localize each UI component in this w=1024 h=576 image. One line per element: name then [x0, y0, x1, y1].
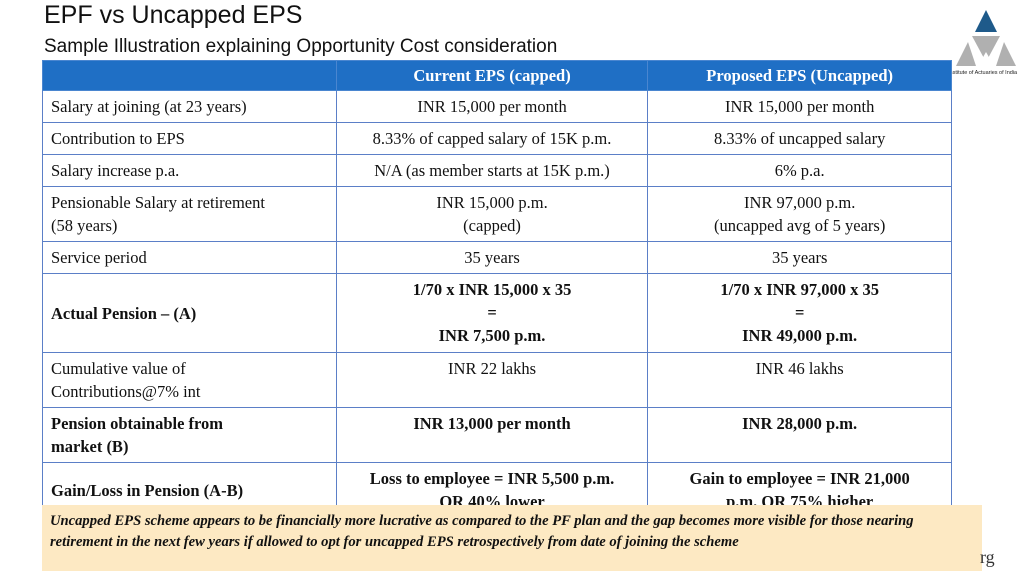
- table-row: Contribution to EPS 8.33% of capped salar…: [42, 122, 952, 155]
- proposed-eps-value: INR 28,000 p.m.: [647, 407, 952, 463]
- row-label: Actual Pension – (A): [42, 273, 337, 353]
- proposed-eps-value-line: (uncapped avg of 5 years): [713, 216, 886, 235]
- current-eps-value: INR 15,000 p.m. (capped): [335, 186, 649, 242]
- proposed-eps-value-line: =: [794, 303, 805, 322]
- slide-subtitle: Sample Illustration explaining Opportuni…: [44, 36, 558, 57]
- current-eps-value-line: 1/70 x INR 15,000 x 35: [412, 280, 572, 299]
- current-eps-value-line: INR 22 lakhs: [448, 359, 537, 378]
- table-row: Actual Pension – (A) 1/70 x INR 15,000 x …: [42, 273, 952, 353]
- proposed-eps-value-line: 35 years: [771, 248, 828, 267]
- proposed-eps-value: 8.33% of uncapped salary: [647, 122, 952, 155]
- footer-text: rg: [980, 547, 995, 567]
- proposed-eps-value-line: 6% p.a.: [774, 161, 825, 180]
- institute-logo-icon: [956, 10, 1016, 66]
- row-label: Contribution to EPS: [42, 122, 337, 155]
- current-eps-value-line: INR 13,000 per month: [413, 414, 571, 433]
- comparison-table: Current EPS (capped) Proposed EPS (Uncap…: [42, 60, 952, 518]
- row-label-line: Gain/Loss in Pension (A-B): [51, 480, 244, 500]
- proposed-eps-value-line: INR 46 lakhs: [755, 359, 844, 378]
- proposed-eps-value: INR 97,000 p.m. (uncapped avg of 5 years): [647, 186, 952, 242]
- row-label: Cumulative value of Contributions@7% int: [42, 352, 337, 408]
- current-eps-value-line: INR 7,500 p.m.: [438, 326, 546, 345]
- row-label-line: Pensionable Salary at retirement: [51, 193, 265, 212]
- proposed-eps-value: INR 46 lakhs: [647, 352, 952, 408]
- row-label-line: Salary increase p.a.: [51, 161, 180, 180]
- row-label-line: Salary at joining (at 23 years): [51, 97, 247, 116]
- row-label-line: Contributions@7% int: [51, 382, 201, 401]
- table-row: Salary increase p.a. N/A (as member start…: [42, 154, 952, 187]
- proposed-eps-value-line: INR 97,000 p.m.: [743, 193, 856, 212]
- row-label-line: Actual Pension – (A): [51, 303, 197, 323]
- header-proposed-eps: Proposed EPS (Uncapped): [647, 60, 952, 91]
- row-label: Pension obtainable from market (B): [42, 407, 337, 463]
- current-eps-value-line: 35 years: [464, 248, 520, 267]
- row-label: Pensionable Salary at retirement (58 year…: [42, 186, 337, 242]
- current-eps-value: 35 years: [335, 241, 649, 274]
- table-row: Pensionable Salary at retirement (58 year…: [42, 186, 952, 242]
- row-label: Salary at joining (at 23 years): [42, 90, 337, 123]
- row-label-line: Contribution to EPS: [51, 129, 185, 148]
- current-eps-value: INR 22 lakhs: [335, 352, 649, 408]
- table-row: Cumulative value of Contributions@7% int I…: [42, 352, 952, 408]
- row-label-line: Cumulative value of: [51, 359, 186, 378]
- proposed-eps-value-line: 1/70 x INR 97,000 x 35: [720, 280, 879, 299]
- current-eps-value: N/A (as member starts at 15K p.m.): [335, 154, 649, 187]
- current-eps-value-line: 8.33% of capped salary of 15K p.m.: [372, 129, 612, 148]
- current-eps-value: INR 13,000 per month: [335, 407, 649, 463]
- header-current-eps: Current EPS (capped): [335, 60, 649, 91]
- proposed-eps-value: 6% p.a.: [647, 154, 952, 187]
- row-label: Salary increase p.a.: [42, 154, 337, 187]
- proposed-eps-value-line: Gain to employee = INR 21,000: [689, 469, 910, 488]
- proposed-eps-value: INR 15,000 per month: [647, 90, 952, 123]
- row-label-line: (58 years): [51, 216, 118, 235]
- logo-text: Institute of Actuaries of India: [948, 70, 1018, 76]
- table-header-row: Current EPS (capped) Proposed EPS (Uncap…: [42, 60, 952, 91]
- proposed-eps-value-line: INR 28,000 p.m.: [742, 414, 858, 433]
- row-label-line: Pension obtainable from: [51, 414, 224, 433]
- current-eps-value-line: =: [487, 303, 497, 322]
- slide-title: EPF vs Uncapped EPS: [44, 1, 303, 29]
- table-row: Pension obtainable from market (B) INR 13,…: [42, 407, 952, 463]
- current-eps-value: 1/70 x INR 15,000 x 35 = INR 7,500 p.m.: [335, 273, 649, 353]
- proposed-eps-value-line: INR 15,000 per month: [724, 97, 875, 116]
- current-eps-value-line: (capped): [463, 216, 521, 235]
- current-eps-value-line: Loss to employee = INR 5,500 p.m.: [369, 469, 615, 488]
- current-eps-value-line: INR 15,000 per month: [417, 97, 567, 116]
- proposed-eps-value: 35 years: [647, 241, 952, 274]
- current-eps-value-line: N/A (as member starts at 15K p.m.): [374, 161, 610, 180]
- row-label-line: market (B): [51, 437, 129, 456]
- table-row: Salary at joining (at 23 years) INR 15,00…: [42, 90, 952, 123]
- conclusion-note: Uncapped EPS scheme appears to be financ…: [42, 505, 982, 571]
- current-eps-value: INR 15,000 per month: [335, 90, 649, 123]
- proposed-eps-value-line: INR 49,000 p.m.: [742, 326, 858, 345]
- row-label-line: Service period: [51, 248, 147, 267]
- table-row: Service period 35 years 35 years: [42, 241, 952, 274]
- current-eps-value-line: INR 15,000 p.m.: [436, 193, 548, 212]
- proposed-eps-value: 1/70 x INR 97,000 x 35 = INR 49,000 p.m.: [647, 273, 952, 353]
- header-cell-blank: [42, 60, 337, 91]
- current-eps-value: 8.33% of capped salary of 15K p.m.: [335, 122, 649, 155]
- proposed-eps-value-line: 8.33% of uncapped salary: [713, 129, 886, 148]
- row-label: Service period: [42, 241, 337, 274]
